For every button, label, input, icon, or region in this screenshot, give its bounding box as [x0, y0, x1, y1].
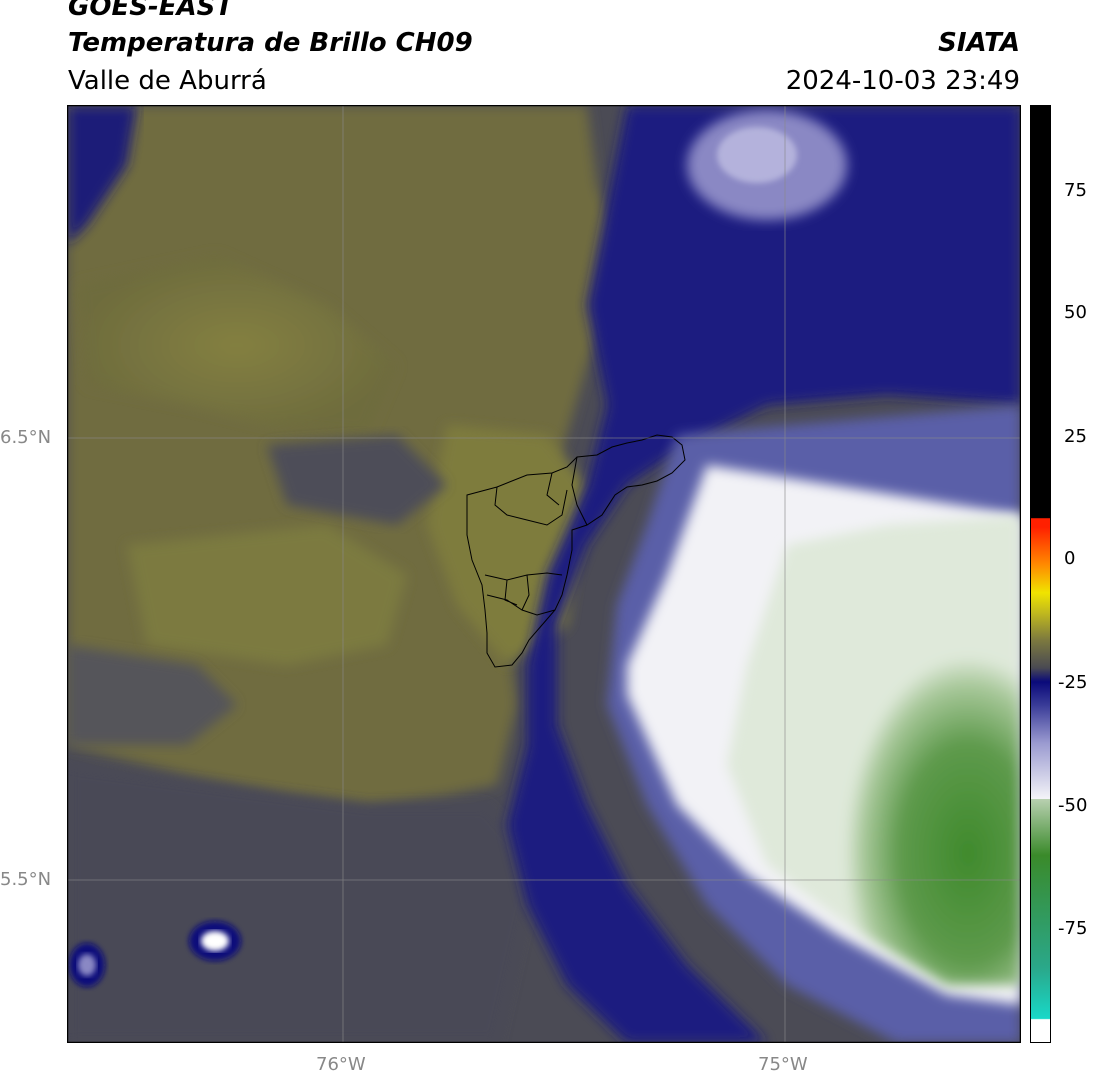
- colorbar-tick-minus-50: -50: [1058, 795, 1088, 816]
- navy-band: [507, 105, 1021, 1043]
- gray-patch: [67, 765, 537, 1043]
- navy-corner: [67, 105, 137, 245]
- colorbar: [1030, 105, 1051, 1043]
- lavender-blob: [717, 127, 797, 183]
- colorbar-tick-minus-25: -25: [1058, 672, 1088, 693]
- colorbar-tick-25: 25: [1064, 426, 1087, 447]
- colorbar-tick-50: 50: [1064, 302, 1087, 323]
- cold-cell: [201, 931, 229, 951]
- satellite-title: GOES-EAST: [68, 0, 234, 22]
- agency-title: SIATA: [938, 28, 1020, 58]
- colorbar-tick-75: 75: [1064, 180, 1087, 201]
- map-frame: [67, 105, 1021, 1043]
- brightness-temperature-map[interactable]: [67, 105, 1021, 1043]
- lat-label-6-5: 6.5°N: [0, 427, 52, 448]
- olive-bright-patch: [127, 525, 407, 665]
- region-title: Valle de Aburrá: [68, 66, 267, 96]
- lon-label-76w: 76°W: [316, 1054, 366, 1075]
- colorbar-tick-0: 0: [1064, 548, 1076, 569]
- gray-patch: [67, 645, 237, 745]
- olive-bright-patch: [77, 255, 397, 435]
- timestamp-title: 2024-10-03 23:49: [785, 66, 1020, 96]
- colorbar-tick-minus-75: -75: [1058, 918, 1088, 939]
- cold-cell: [78, 954, 96, 976]
- gray-patch: [267, 435, 447, 525]
- municipality-boundaries: [466, 434, 686, 668]
- green-core: [727, 515, 1021, 985]
- gridlines: [67, 105, 1021, 1043]
- product-title: Temperatura de Brillo CH09: [68, 28, 473, 58]
- lon-label-75w: 75°W: [758, 1054, 808, 1075]
- lat-label-5-5: 5.5°N: [0, 869, 52, 890]
